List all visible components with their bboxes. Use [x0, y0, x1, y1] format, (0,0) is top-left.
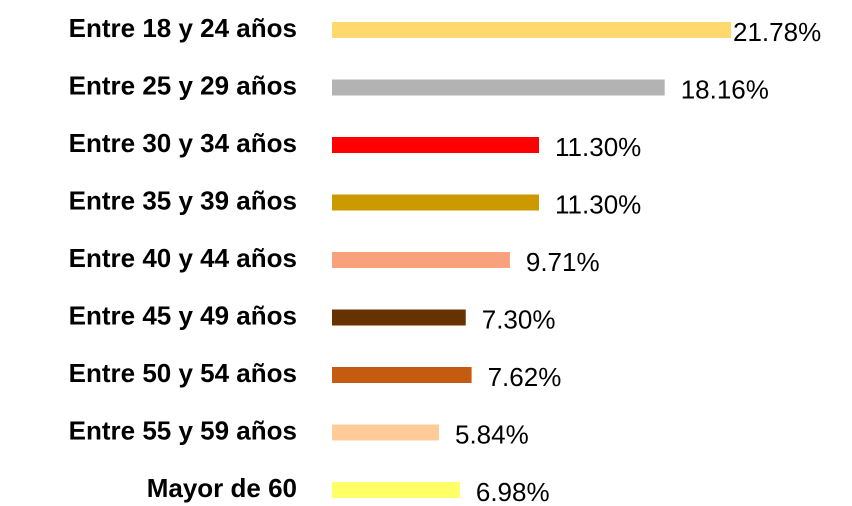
- bar: [332, 424, 439, 441]
- category-label: Entre 55 y 59 años: [69, 415, 297, 445]
- category-label: Entre 50 y 54 años: [69, 358, 297, 388]
- category-label: Mayor de 60: [147, 473, 297, 503]
- category-label: Entre 30 y 34 años: [69, 128, 297, 158]
- category-label: Entre 18 y 24 años: [69, 13, 297, 43]
- bar: [332, 22, 732, 38]
- bar: [332, 309, 466, 326]
- value-label: 6.98%: [476, 477, 550, 506]
- category-label: Entre 35 y 39 años: [69, 185, 297, 215]
- value-label: 18.16%: [681, 74, 769, 104]
- bar: [332, 137, 540, 153]
- bar: [332, 252, 510, 268]
- value-label: 9.71%: [526, 247, 600, 277]
- category-label: Entre 40 y 44 años: [69, 243, 297, 273]
- value-label: 21.78%: [733, 17, 821, 47]
- category-label: Entre 45 y 49 años: [69, 300, 297, 330]
- value-label: 11.30%: [555, 132, 641, 162]
- value-label: 7.62%: [488, 362, 562, 392]
- value-label: 5.84%: [455, 419, 529, 449]
- category-label: Entre 25 y 29 años: [69, 70, 297, 100]
- bar: [332, 194, 540, 211]
- value-label: 11.30%: [555, 189, 641, 219]
- value-label: 7.30%: [482, 304, 556, 334]
- bar: [332, 482, 460, 498]
- bar: [332, 79, 665, 96]
- bar: [332, 367, 472, 383]
